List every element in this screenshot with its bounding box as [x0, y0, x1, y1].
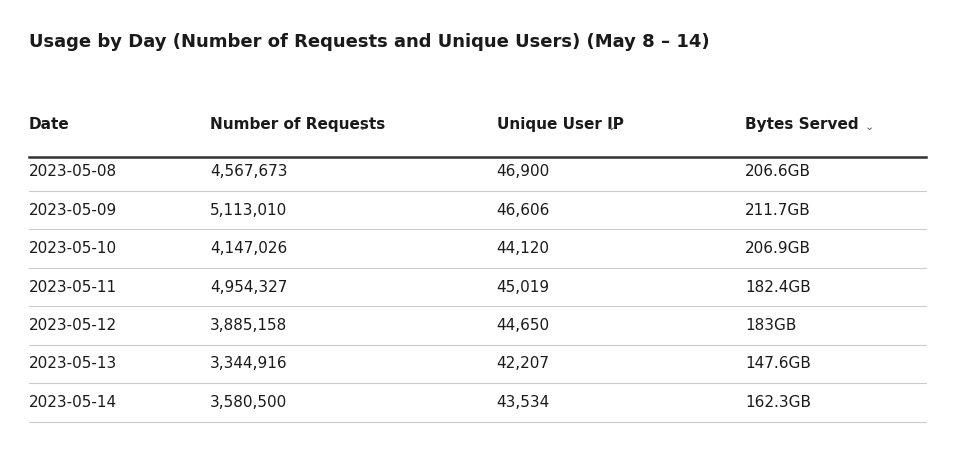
- Text: 44,650: 44,650: [497, 318, 550, 333]
- Text: 147.6GB: 147.6GB: [745, 356, 811, 371]
- Text: 2023-05-13: 2023-05-13: [29, 356, 117, 371]
- Text: 46,900: 46,900: [497, 164, 550, 179]
- Text: Number of Requests: Number of Requests: [210, 117, 386, 132]
- Text: 2023-05-14: 2023-05-14: [29, 395, 117, 410]
- Text: Bytes Served: Bytes Served: [745, 117, 859, 132]
- Text: ⌄: ⌄: [606, 121, 616, 132]
- Text: 206.6GB: 206.6GB: [745, 164, 811, 179]
- Text: 211.7GB: 211.7GB: [745, 203, 811, 218]
- Text: 5,113,010: 5,113,010: [210, 203, 287, 218]
- Text: 42,207: 42,207: [497, 356, 549, 371]
- Text: 2023-05-12: 2023-05-12: [29, 318, 117, 333]
- Text: 2023-05-10: 2023-05-10: [29, 241, 117, 256]
- Text: Usage by Day (Number of Requests and Unique Users) (May 8 – 14): Usage by Day (Number of Requests and Uni…: [29, 33, 710, 51]
- Text: 2023-05-08: 2023-05-08: [29, 164, 117, 179]
- Text: Date: Date: [29, 117, 70, 132]
- Text: 2023-05-09: 2023-05-09: [29, 203, 117, 218]
- Text: 4,147,026: 4,147,026: [210, 241, 287, 256]
- Text: 162.3GB: 162.3GB: [745, 395, 811, 410]
- Text: 4,567,673: 4,567,673: [210, 164, 287, 179]
- Text: 4,954,327: 4,954,327: [210, 280, 287, 295]
- Text: 3,885,158: 3,885,158: [210, 318, 287, 333]
- Text: 183GB: 183GB: [745, 318, 796, 333]
- Text: ⌄: ⌄: [864, 121, 874, 132]
- Text: Unique User IP: Unique User IP: [497, 117, 624, 132]
- Text: 2023-05-11: 2023-05-11: [29, 280, 117, 295]
- Text: 3,344,916: 3,344,916: [210, 356, 287, 371]
- Text: 206.9GB: 206.9GB: [745, 241, 811, 256]
- Text: 45,019: 45,019: [497, 280, 550, 295]
- Text: 182.4GB: 182.4GB: [745, 280, 811, 295]
- Text: 44,120: 44,120: [497, 241, 549, 256]
- Text: 3,580,500: 3,580,500: [210, 395, 287, 410]
- Text: ⌄: ⌄: [358, 121, 368, 132]
- Text: 43,534: 43,534: [497, 395, 550, 410]
- Text: 46,606: 46,606: [497, 203, 550, 218]
